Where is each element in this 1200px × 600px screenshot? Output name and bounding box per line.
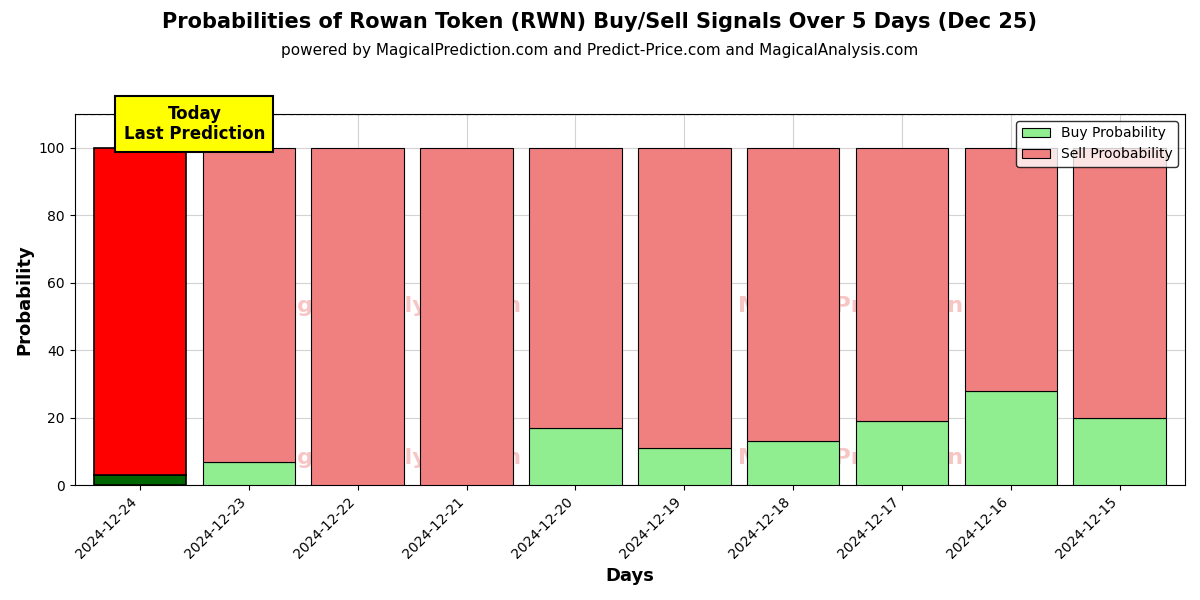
Text: MagicalAnalysis.com: MagicalAnalysis.com [259, 296, 521, 316]
Text: Probabilities of Rowan Token (RWN) Buy/Sell Signals Over 5 Days (Dec 25): Probabilities of Rowan Token (RWN) Buy/S… [162, 12, 1038, 32]
Bar [638, 148, 731, 448]
Bar [529, 148, 622, 428]
Bar [965, 148, 1057, 391]
Bar [746, 441, 839, 485]
Bar [638, 448, 731, 485]
Bar [856, 148, 948, 421]
Text: MagicalPrediction.com: MagicalPrediction.com [738, 296, 1022, 316]
Y-axis label: Probability: Probability [16, 244, 34, 355]
Bar [203, 461, 295, 485]
Bar [420, 148, 512, 485]
Bar [94, 148, 186, 475]
X-axis label: Days: Days [605, 567, 654, 585]
Bar [856, 421, 948, 485]
Bar [94, 475, 186, 485]
Bar [746, 148, 839, 441]
Bar [203, 148, 295, 461]
Bar [965, 391, 1057, 485]
Bar [1074, 148, 1166, 418]
Text: Today
Last Prediction: Today Last Prediction [124, 104, 265, 143]
Text: powered by MagicalPrediction.com and Predict-Price.com and MagicalAnalysis.com: powered by MagicalPrediction.com and Pre… [281, 43, 919, 58]
Bar [312, 148, 404, 485]
Text: MagicalAnalysis.com: MagicalAnalysis.com [259, 448, 521, 468]
Legend: Buy Probability, Sell Proobability: Buy Probability, Sell Proobability [1016, 121, 1178, 167]
Bar [1074, 418, 1166, 485]
Bar [529, 428, 622, 485]
Text: MagicalPrediction.com: MagicalPrediction.com [738, 448, 1022, 468]
